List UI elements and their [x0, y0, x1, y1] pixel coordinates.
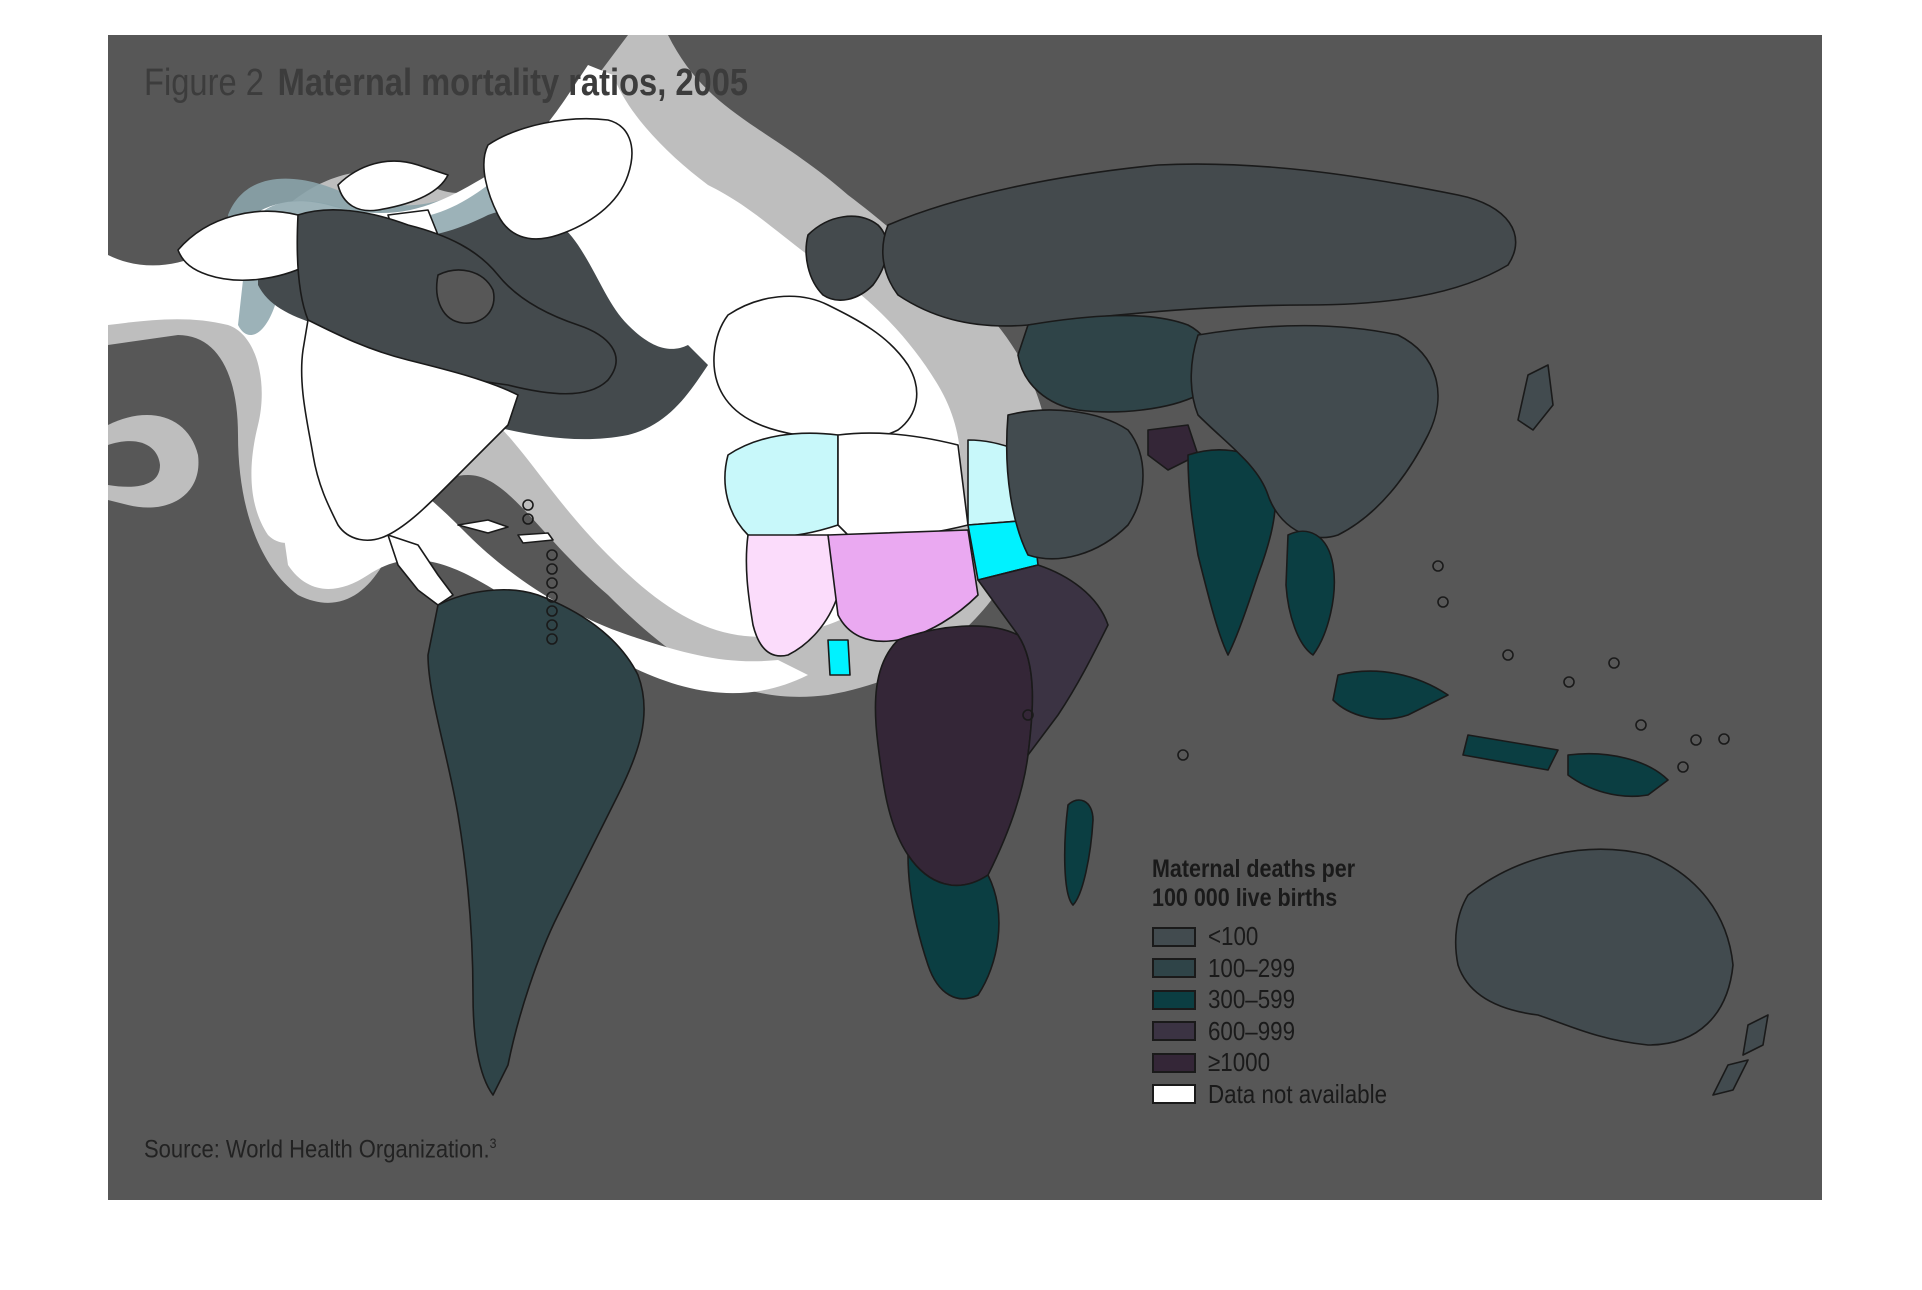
legend-item: 600–999 [1152, 1016, 1452, 1048]
hudson-bay [436, 269, 495, 324]
legend-swatch [1152, 926, 1196, 947]
source-note: Source: World Health Organization.3 [144, 1135, 497, 1164]
legend-label: 600–999 [1208, 1015, 1296, 1046]
island-circle [546, 563, 558, 575]
indonesia [1332, 670, 1559, 771]
southeast-asia [1285, 530, 1336, 656]
legend-swatch [1152, 1052, 1196, 1073]
island-circle [522, 499, 534, 511]
legend-swatch [1152, 958, 1196, 979]
afghanistan [1147, 424, 1199, 471]
legend-label: 300–599 [1208, 984, 1296, 1015]
madagascar [1063, 799, 1094, 906]
legend-label: 100–299 [1208, 952, 1296, 983]
island-circle [546, 619, 558, 631]
southern-africa [907, 854, 1000, 1000]
island-circle [1432, 560, 1444, 572]
legend-item: 100–299 [1152, 953, 1452, 985]
west-africa-light [745, 534, 839, 657]
island-circle [1690, 734, 1702, 746]
ghana [827, 639, 851, 676]
legend-swatch [1152, 989, 1196, 1010]
greenland [483, 117, 633, 240]
japan [1517, 364, 1554, 431]
source-footnote: 3 [489, 1135, 497, 1151]
east-africa [977, 564, 1109, 756]
island-circle [546, 577, 558, 589]
central-america [387, 534, 454, 606]
world-map [108, 35, 1769, 1096]
alaska [177, 210, 309, 281]
south-america [427, 589, 645, 1096]
europe [713, 295, 918, 441]
legend-title-line-2: 100 000 live births [1152, 884, 1338, 912]
island-circle [546, 591, 558, 603]
legend-label: ≥1000 [1208, 1047, 1271, 1078]
china [1190, 324, 1439, 539]
new-zealand [1712, 1014, 1769, 1096]
island-circle [522, 513, 534, 525]
legend-item: 300–599 [1152, 984, 1452, 1016]
legend-item: <100 [1152, 921, 1452, 953]
legend-title: Maternal deaths per 100 000 live births [1152, 855, 1410, 913]
source-text: Source: World Health Organization. [144, 1135, 490, 1164]
figure-title: Figure 2 Maternal mortality ratios, 2005 [144, 62, 748, 105]
figure-heading: Maternal mortality ratios, 2005 [277, 62, 749, 104]
island-circle [1677, 761, 1689, 773]
legend: Maternal deaths per 100 000 live births … [1152, 855, 1452, 1110]
figure-label: Figure 2 [144, 62, 264, 104]
russia [882, 163, 1517, 327]
island-circle [1718, 733, 1730, 745]
island-circle [1502, 649, 1514, 661]
legend-item: ≥1000 [1152, 1047, 1452, 1079]
caribbean-islands [457, 519, 554, 544]
teal-inner-band [238, 165, 528, 335]
island-circle [546, 633, 558, 645]
island-markers [522, 499, 1730, 773]
middle-east [1005, 409, 1144, 560]
sahara-white [837, 432, 969, 538]
map-panel: Figure 2 Maternal mortality ratios, 2005 … [108, 35, 1822, 1200]
united-states-and-mexico [300, 319, 519, 541]
north-africa [724, 432, 839, 538]
legend-label: <100 [1208, 921, 1259, 952]
new-guinea [1567, 752, 1669, 798]
legend-items: <100 100–299 300–599 600–999 ≥1000 Data … [1152, 921, 1452, 1110]
ring-marker-inner [108, 441, 160, 487]
island-circle [1608, 657, 1620, 669]
island-circle [546, 549, 558, 561]
legend-title-line-1: Maternal deaths per [1152, 855, 1356, 883]
legend-label: Data not available [1208, 1078, 1388, 1109]
island-circle [1563, 676, 1575, 688]
island-circle [1635, 719, 1647, 731]
legend-swatch [1152, 1021, 1196, 1042]
island-circle [1177, 749, 1189, 761]
australia [1454, 848, 1734, 1046]
scandinavia [805, 215, 888, 301]
island-circle [546, 605, 558, 617]
island-circle [1437, 596, 1449, 608]
central-africa [874, 625, 1034, 887]
legend-swatch [1152, 1084, 1196, 1105]
central-asia [1017, 314, 1213, 413]
island-circle [1022, 709, 1034, 721]
legend-item: Data not available [1152, 1079, 1452, 1111]
